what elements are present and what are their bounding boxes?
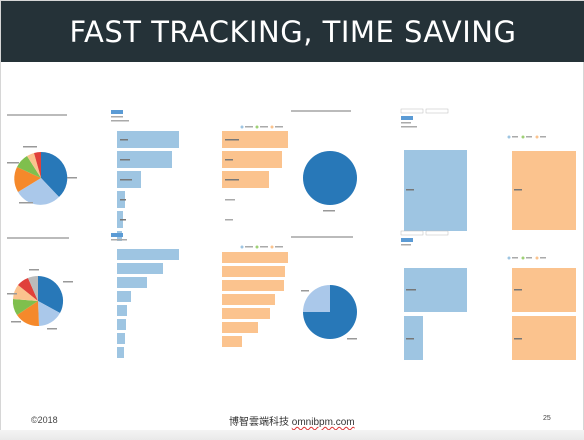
slide-title: FAST TRACKING, TIME SAVING [69, 14, 517, 49]
slide-shadow [0, 430, 584, 440]
slide-header: FAST TRACKING, TIME SAVING [1, 1, 584, 62]
footer-company-name: 博智雲端科技 [229, 417, 289, 428]
treemap-1 [400, 108, 576, 231]
footer-page-number: 25 [543, 415, 551, 422]
footer-url[interactable]: omnibpm.com [291, 417, 355, 428]
pie-chart-4 [291, 236, 357, 340]
bar-chart-2 [222, 125, 288, 221]
pie-chart-3 [7, 237, 73, 330]
treemap-2 [400, 230, 576, 360]
footer-company: 博智雲端科技 omnibpm.com [229, 413, 355, 428]
bar-chart-4 [222, 245, 288, 347]
bar-chart-3 [111, 233, 179, 358]
pie-chart-2 [291, 110, 357, 212]
dashboard-screenshot [7, 108, 576, 360]
bar-chart-1 [111, 110, 179, 241]
footer-copyright: ©2018 [31, 415, 58, 425]
pie-chart-1 [7, 114, 77, 205]
